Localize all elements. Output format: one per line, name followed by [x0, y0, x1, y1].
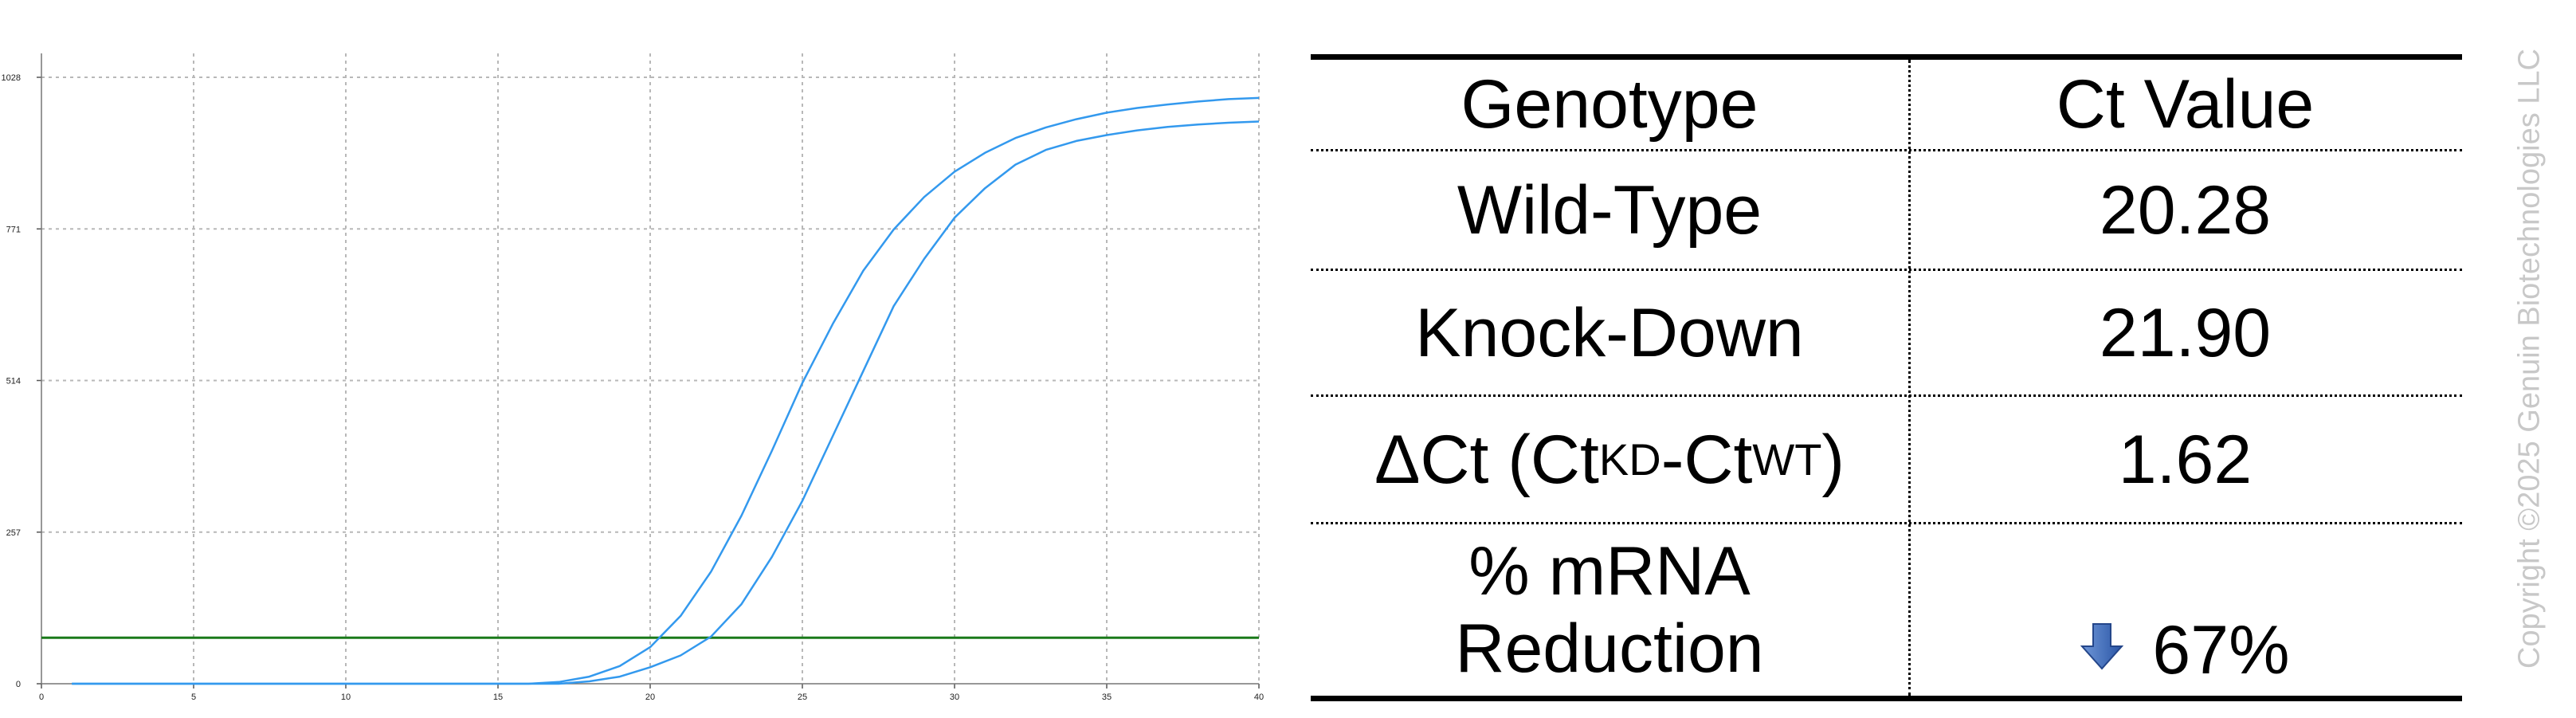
- x-tick-label: 0: [39, 692, 44, 702]
- y-tick-label: 771: [6, 225, 21, 234]
- x-tick-labels: 0 5 10 15 20 25 30 35 40: [39, 692, 1264, 702]
- reduction-line-2: Reduction: [1455, 610, 1764, 687]
- x-tick-label: 25: [798, 692, 807, 702]
- delta-sub-wt: WT: [1752, 434, 1822, 485]
- x-tick-label: 30: [950, 692, 959, 702]
- y-tick-labels: 0 257 514 771 1028: [2, 73, 21, 689]
- y-tick-label: 257: [6, 528, 21, 538]
- header-ct-value: Ct Value: [2056, 66, 2315, 143]
- copyright-notice: Copyright ©2025 Genuin Biotechnologies L…: [2512, 49, 2547, 669]
- chart-axes: [37, 53, 1260, 689]
- delta-sub-kd: KD: [1598, 434, 1661, 485]
- genotype-wild-type: Wild-Type: [1457, 171, 1762, 249]
- table-row-delta-ct: ΔCt (Ct KD -Ct WT) 1.62: [1311, 397, 2462, 524]
- genotype-knock-down: Knock-Down: [1415, 294, 1804, 371]
- x-tick-label: 35: [1102, 692, 1112, 702]
- x-tick-label: 40: [1254, 692, 1264, 702]
- table-row-knock-down: Knock-Down 21.90: [1311, 271, 2462, 397]
- x-tick-label: 5: [191, 692, 196, 702]
- table-bottom-rule: [1311, 696, 2462, 701]
- delta-mid: -Ct: [1660, 421, 1753, 498]
- delta-ct-value: 1.62: [2118, 421, 2253, 498]
- reduction-value-cell: 67%: [1908, 524, 2462, 696]
- chart-grid: [41, 53, 1260, 684]
- delta-suffix: ): [1821, 421, 1845, 498]
- reduction-label: % mRNA Reduction: [1311, 524, 1908, 696]
- delta-ct-label: ΔCt (Ct KD -Ct WT): [1311, 397, 1908, 522]
- x-tick-label: 15: [493, 692, 503, 702]
- amplification-curve-1: [72, 96, 1260, 685]
- table-header-row: Genotype Ct Value: [1311, 60, 2462, 151]
- x-tick-label: 10: [341, 692, 351, 702]
- amplification-chart: 0 5 10 15 20 25 30 35 40 0 257 514 771 1028: [2, 53, 1264, 702]
- ct-wild-type: 20.28: [2099, 171, 2272, 249]
- reduction-line-1: % mRNA: [1468, 533, 1751, 610]
- table-row-wild-type: Wild-Type 20.28: [1311, 151, 2462, 271]
- amplification-curves: [72, 96, 1260, 685]
- y-tick-label: 0: [16, 680, 21, 689]
- table-top-rule: [1311, 54, 2462, 60]
- delta-prefix: ΔCt (Ct: [1374, 421, 1599, 498]
- ct-table: Genotype Ct Value Wild-Type 20.28 Knock-…: [1311, 54, 2462, 701]
- down-arrow-icon: [2080, 623, 2124, 670]
- table-row-reduction: % mRNA Reduction 67%: [1311, 524, 2462, 696]
- x-tick-label: 20: [645, 692, 655, 702]
- column-separator: [1908, 60, 1911, 696]
- header-genotype: Genotype: [1461, 66, 1759, 143]
- ct-knock-down: 21.90: [2099, 294, 2272, 371]
- y-tick-label: 1028: [2, 73, 21, 83]
- reduction-value: 67%: [2152, 612, 2290, 689]
- amplification-curve-2: [72, 120, 1260, 685]
- y-tick-label: 514: [6, 377, 21, 386]
